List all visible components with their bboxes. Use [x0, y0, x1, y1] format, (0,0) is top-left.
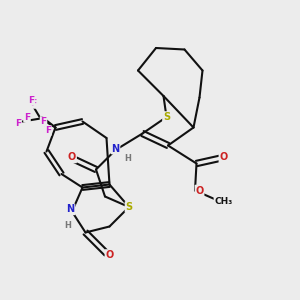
Text: F: F: [45, 126, 51, 135]
Text: O: O: [219, 152, 228, 163]
Text: F: F: [24, 112, 30, 122]
Text: O: O: [195, 185, 204, 196]
Text: CH₃: CH₃: [214, 196, 232, 206]
Text: F: F: [28, 96, 34, 105]
Text: H: H: [125, 154, 131, 163]
Text: F: F: [40, 117, 46, 126]
Text: F: F: [30, 99, 36, 108]
Text: S: S: [125, 202, 133, 212]
Text: O: O: [105, 250, 114, 260]
Text: S: S: [163, 112, 170, 122]
Text: N: N: [111, 143, 120, 154]
Text: F: F: [15, 118, 21, 127]
Text: O: O: [68, 152, 76, 163]
Text: H: H: [64, 221, 71, 230]
Text: N: N: [66, 204, 75, 214]
